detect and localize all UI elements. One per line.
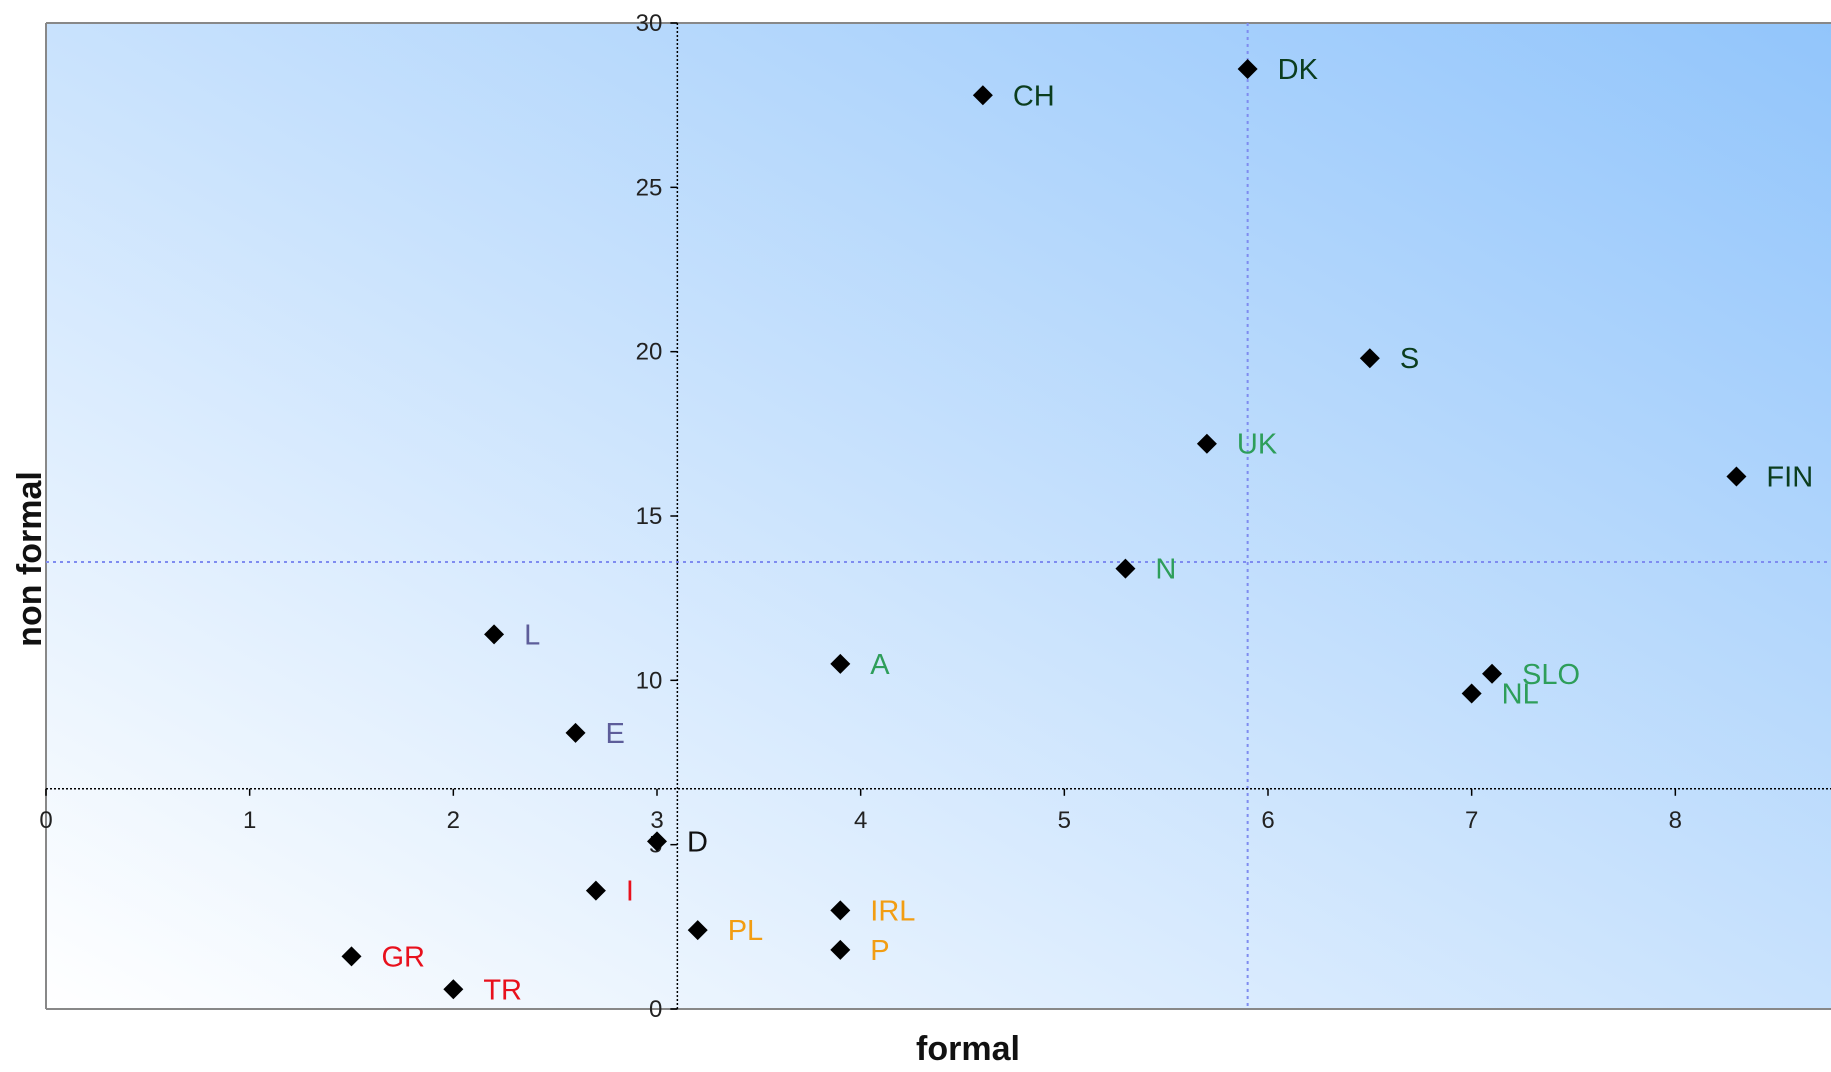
x-axis-ticks: 0123456789 [39,788,1682,834]
data-point-label: IRL [870,895,915,927]
data-point-marker [1237,59,1258,80]
data-point-label: SLO [1522,659,1580,691]
x-axis-title: formal [916,1030,1020,1067]
data-point-label: NL [1502,678,1539,710]
data-point-label: P [870,935,889,967]
plot-background [46,23,1831,1009]
data-point-marker [484,624,505,645]
y-axis-title: non formal [11,471,49,647]
x-tick-label: 7 [1465,807,1478,834]
data-point-marker [972,85,993,106]
x-tick-label: 2 [447,807,460,834]
data-point-marker [341,946,362,967]
data-point-marker [830,653,851,674]
data-point-label: PL [728,915,763,947]
data-point-marker [647,831,667,852]
data-point-label: L [524,619,540,651]
data-point-marker [1115,558,1136,579]
data-point-marker [1196,433,1217,454]
data-point-marker [830,900,851,921]
data-point-marker [687,920,708,941]
data-point-label: A [870,649,890,681]
data-point-label: UK [1237,429,1278,461]
x-tick-label: 1 [243,807,256,834]
data-point-label: GR [382,941,426,973]
data-point-label: DK [1278,54,1319,86]
data-point-marker [565,722,586,743]
data-point-label: FIN [1766,462,1813,494]
x-tick-label: 4 [854,807,867,834]
data-point-marker [1461,683,1482,704]
x-tick-label: 0 [39,807,52,834]
data-point-label: TR [483,974,522,1006]
x-tick-label: 5 [1058,807,1071,834]
data-point-marker [1482,663,1503,684]
y-tick-label: 20 [636,339,663,366]
x-tick-label: 8 [1669,807,1682,834]
data-point-marker [1359,348,1380,369]
data-point-marker [830,939,851,960]
y-tick-label: 10 [636,667,663,694]
y-tick-label: 30 [636,10,663,37]
data-point-marker [585,880,606,901]
data-point-label: I [626,876,634,908]
data-point-marker [1726,466,1747,487]
y-tick-label: 0 [649,996,662,1023]
data-point-label: S [1400,343,1419,375]
data-point-label: N [1155,554,1176,586]
y-tick-label: 15 [636,503,663,530]
data-point-marker [443,979,464,1000]
y-tick-label: 25 [636,174,663,201]
data-point-label: E [606,718,625,750]
x-tick-label: 3 [650,807,663,834]
x-tick-label: 6 [1261,807,1274,834]
data-point-label: CH [1013,80,1055,112]
data-point-label: D [687,826,708,858]
